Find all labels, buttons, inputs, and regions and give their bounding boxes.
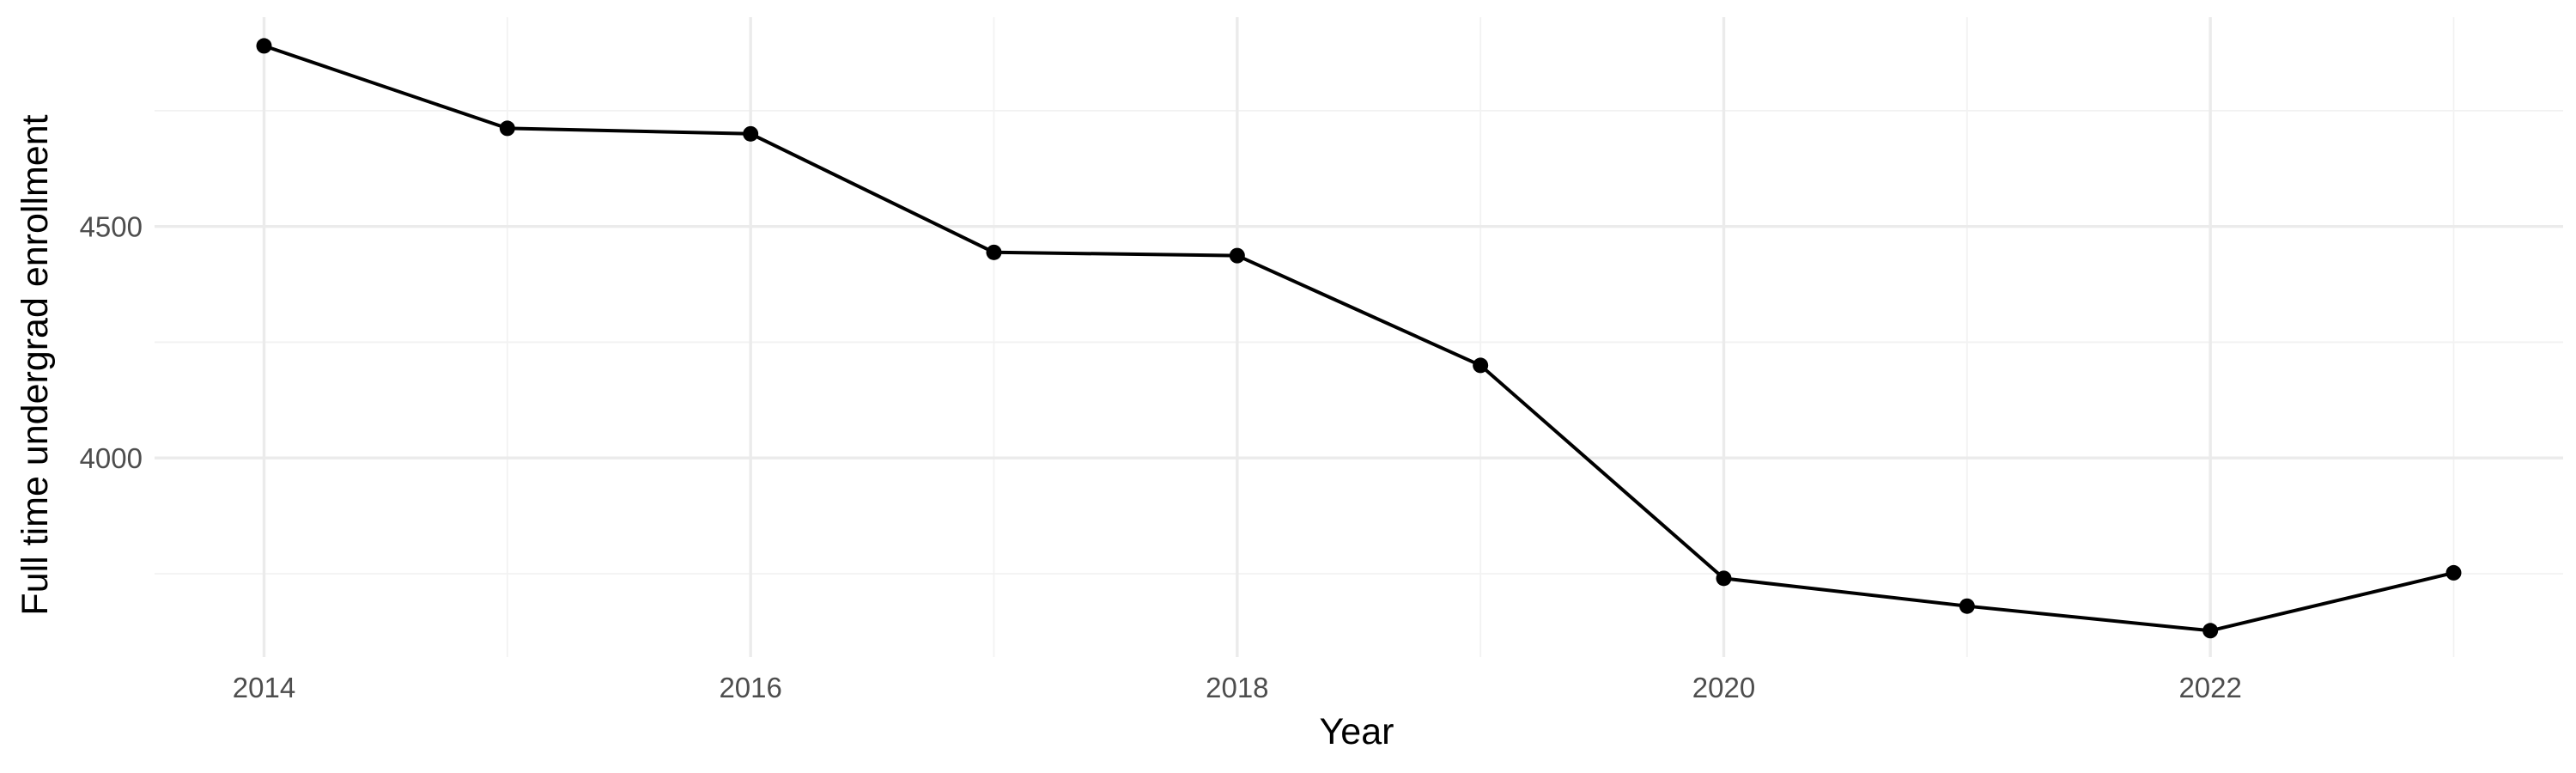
data-point — [2202, 623, 2219, 639]
series-line — [263, 44, 2454, 633]
data-point — [1229, 247, 1245, 264]
data-point — [743, 125, 759, 142]
data-point — [1959, 598, 1975, 614]
x-tick-label: 2014 — [233, 672, 295, 703]
y-axis-ticks: 4000 4500 — [80, 211, 143, 475]
data-point — [1473, 357, 1489, 374]
x-tick-label: 2020 — [1692, 672, 1755, 703]
series-enrollment — [256, 38, 2462, 639]
grid — [155, 17, 2563, 657]
data-point — [986, 244, 1002, 260]
data-point — [256, 38, 272, 54]
x-tick-label: 2016 — [719, 672, 781, 703]
y-tick-label: 4500 — [80, 211, 143, 243]
data-point — [499, 120, 515, 137]
x-tick-label: 2022 — [2178, 672, 2241, 703]
data-point — [2445, 564, 2462, 581]
y-axis-title: Full time undergrad enrollment — [15, 114, 56, 615]
x-tick-label: 2018 — [1206, 672, 1268, 703]
x-axis-title: Year — [1320, 711, 1394, 752]
data-point — [1716, 570, 1732, 587]
y-tick-label: 4000 — [80, 442, 143, 474]
x-axis-ticks: 2014 2016 2018 2020 2022 — [233, 672, 2242, 703]
